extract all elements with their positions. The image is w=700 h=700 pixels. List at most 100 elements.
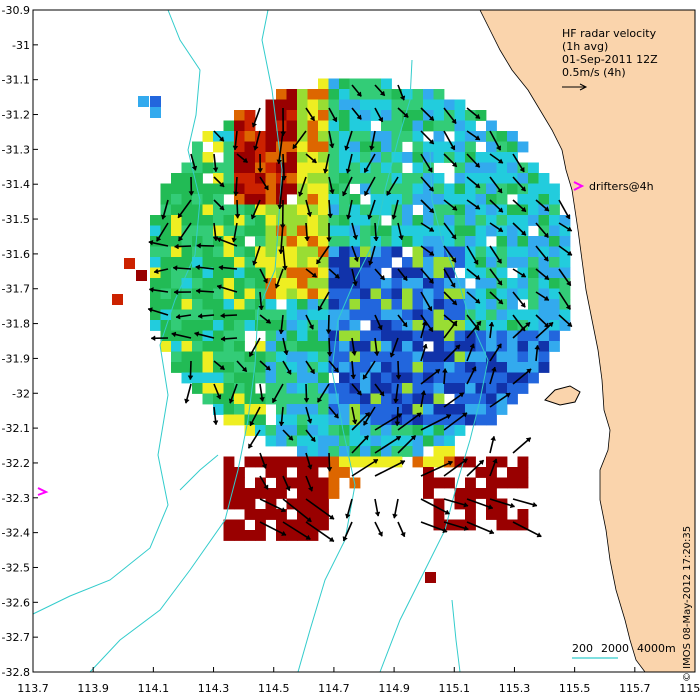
velocity-cell	[307, 162, 319, 174]
velocity-cell	[475, 288, 487, 300]
velocity-arrow	[443, 521, 469, 531]
velocity-cell	[486, 131, 497, 142]
velocity-arrow	[535, 321, 554, 339]
velocity-cell	[328, 278, 340, 289]
velocity-cell	[423, 404, 434, 415]
velocity-cell	[318, 236, 329, 247]
velocity-cell	[433, 446, 445, 457]
velocity-arrow	[194, 331, 215, 339]
velocity-cell	[475, 173, 487, 184]
velocity-cell	[265, 362, 277, 373]
velocity-cell	[244, 299, 256, 310]
velocity-cell	[339, 383, 350, 394]
velocity-cell	[454, 383, 466, 394]
velocity-cell	[244, 183, 256, 195]
velocity-cell	[496, 383, 508, 394]
velocity-cell	[370, 131, 382, 142]
velocity-arrow	[174, 243, 192, 250]
velocity-cell	[423, 393, 434, 405]
velocity-cell	[234, 110, 245, 121]
velocity-cell	[328, 78, 340, 90]
velocity-cell	[339, 467, 350, 478]
velocity-cell	[454, 183, 466, 195]
velocity-arrow	[317, 291, 330, 311]
velocity-cell	[465, 330, 476, 342]
velocity-cell	[486, 456, 497, 468]
velocity-arrow	[443, 245, 457, 263]
velocity-cell	[244, 204, 256, 216]
velocity-cell	[328, 330, 340, 342]
velocity-cell	[307, 477, 319, 489]
velocity-cell	[423, 267, 434, 279]
velocity-cell	[307, 183, 319, 195]
velocity-cell	[391, 131, 403, 142]
velocity-arrow	[325, 314, 332, 335]
velocity-cell	[559, 246, 571, 258]
velocity-cell	[360, 404, 371, 415]
velocity-cell	[244, 225, 256, 237]
velocity-cell	[381, 278, 392, 289]
velocity-cell	[465, 299, 476, 310]
velocity-cell	[507, 225, 518, 237]
velocity-cell	[349, 194, 361, 205]
velocity-cell	[349, 257, 361, 268]
velocity-cell	[433, 519, 445, 531]
y-tick-label: -31.2	[2, 109, 30, 122]
velocity-cell	[213, 341, 224, 352]
velocity-cell	[307, 257, 319, 268]
velocity-arrow	[373, 337, 380, 357]
velocity-cell	[234, 204, 245, 216]
velocity-cell	[507, 362, 518, 373]
velocity-cell	[192, 173, 203, 184]
velocity-arrow	[252, 245, 261, 266]
velocity-arrow	[512, 368, 532, 385]
velocity-cell	[318, 173, 329, 184]
reference-arrow	[562, 83, 588, 91]
velocity-cell	[433, 204, 445, 216]
velocity-arrow	[253, 130, 261, 151]
velocity-cell	[276, 309, 287, 321]
velocity-cell	[223, 215, 235, 226]
velocity-cell	[234, 257, 245, 268]
velocity-arrow	[512, 521, 542, 538]
velocity-cell	[234, 362, 245, 373]
velocity-cell	[328, 393, 340, 405]
velocity-cell	[412, 393, 424, 405]
velocity-cell	[475, 267, 487, 279]
velocity-cell	[391, 152, 403, 163]
velocity-cell	[465, 383, 476, 394]
velocity-cell	[402, 404, 413, 415]
velocity-cell	[223, 477, 235, 489]
velocity-arrow	[535, 291, 550, 301]
velocity-cell	[160, 183, 172, 195]
velocity-cell	[507, 351, 518, 363]
velocity-cell	[150, 107, 161, 118]
velocity-cell	[339, 215, 350, 226]
velocity-cell	[370, 414, 382, 426]
velocity-cell	[370, 278, 382, 289]
y-tick-label: -31.1	[2, 74, 30, 87]
velocity-cell	[444, 278, 455, 289]
velocity-cell	[465, 183, 476, 195]
velocity-cell	[465, 519, 476, 531]
velocity-arrow	[420, 320, 428, 339]
velocity-arrow	[466, 343, 475, 362]
velocity-cell	[255, 225, 266, 237]
velocity-cell	[181, 236, 193, 247]
velocity-cell	[318, 425, 329, 436]
velocity-cell	[496, 341, 508, 352]
velocity-cell	[517, 509, 529, 520]
velocity-cell	[307, 204, 319, 216]
velocity-cell	[549, 341, 560, 352]
velocity-cell	[538, 362, 550, 373]
velocity-cell	[507, 309, 518, 321]
velocity-arrow	[259, 268, 268, 284]
velocity-cell	[360, 330, 371, 342]
velocity-cell	[517, 194, 529, 205]
velocity-cell	[465, 267, 476, 279]
velocity-cell	[265, 225, 277, 237]
velocity-cell	[255, 131, 266, 142]
velocity-cell	[286, 320, 298, 331]
velocity-arrow	[367, 245, 376, 266]
velocity-cell	[370, 267, 382, 279]
